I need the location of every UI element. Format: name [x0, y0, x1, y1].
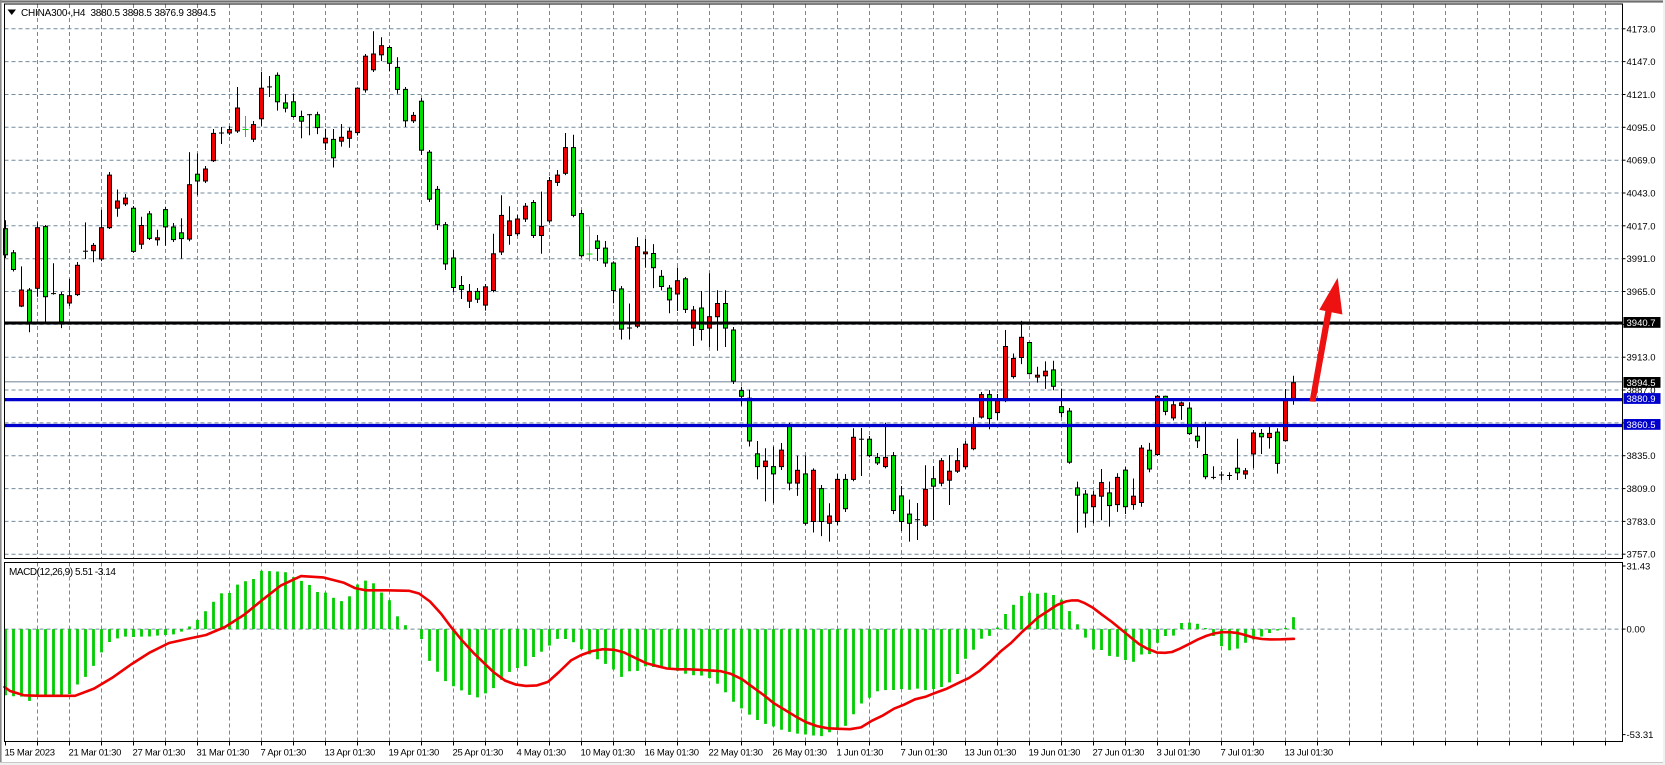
svg-text:31 Mar 01:30: 31 Mar 01:30 [197, 748, 250, 759]
svg-text:3894.5: 3894.5 [1627, 378, 1656, 389]
svg-text:31.43: 31.43 [1627, 562, 1651, 573]
svg-text:13 Jun 01:30: 13 Jun 01:30 [965, 748, 1017, 759]
svg-text:25 Apr 01:30: 25 Apr 01:30 [453, 748, 504, 759]
svg-text:4095.0: 4095.0 [1627, 123, 1656, 134]
svg-text:4017.0: 4017.0 [1627, 221, 1656, 232]
svg-text:7 Apr 01:30: 7 Apr 01:30 [261, 748, 307, 759]
svg-text:4043.0: 4043.0 [1627, 189, 1656, 200]
svg-text:13 Apr 01:30: 13 Apr 01:30 [325, 748, 376, 759]
svg-text:MACD(12,26,9) 5.51 -3.14: MACD(12,26,9) 5.51 -3.14 [9, 567, 116, 578]
svg-text:26 May 01:30: 26 May 01:30 [773, 748, 827, 759]
svg-text:3940.7: 3940.7 [1627, 318, 1656, 329]
svg-text:4173.0: 4173.0 [1627, 24, 1656, 35]
svg-text:3880.9: 3880.9 [1627, 394, 1656, 405]
svg-text:3991.0: 3991.0 [1627, 254, 1656, 265]
svg-text:27 Jun 01:30: 27 Jun 01:30 [1093, 748, 1145, 759]
svg-text:CHINA300-,H4 3880.5 3898.5 38: CHINA300-,H4 3880.5 3898.5 3876.9 3894.5 [21, 8, 216, 19]
svg-text:16 May 01:30: 16 May 01:30 [645, 748, 699, 759]
svg-text:4069.0: 4069.0 [1627, 156, 1656, 167]
svg-text:4147.0: 4147.0 [1627, 57, 1656, 68]
svg-text:3887.0: 3887.0 [1627, 386, 1656, 397]
svg-text:4 May 01:30: 4 May 01:30 [517, 748, 566, 759]
svg-text:22 May 01:30: 22 May 01:30 [709, 748, 763, 759]
svg-text:0.00: 0.00 [1627, 625, 1646, 636]
svg-text:3835.0: 3835.0 [1627, 451, 1656, 462]
svg-text:3 Jul 01:30: 3 Jul 01:30 [1157, 748, 1200, 759]
svg-text:19 Apr 01:30: 19 Apr 01:30 [389, 748, 440, 759]
svg-text:15 Mar 2023: 15 Mar 2023 [5, 748, 55, 759]
svg-text:3965.0: 3965.0 [1627, 287, 1656, 298]
svg-text:7 Jun 01:30: 7 Jun 01:30 [901, 748, 948, 759]
svg-text:27 Mar 01:30: 27 Mar 01:30 [133, 748, 186, 759]
svg-text:3809.0: 3809.0 [1627, 484, 1656, 495]
svg-text:7 Jul 01:30: 7 Jul 01:30 [1221, 748, 1264, 759]
svg-text:3757.0: 3757.0 [1627, 550, 1656, 561]
svg-text:13 Jul 01:30: 13 Jul 01:30 [1285, 748, 1333, 759]
svg-text:10 May 01:30: 10 May 01:30 [581, 748, 635, 759]
svg-text:3783.0: 3783.0 [1627, 517, 1656, 528]
svg-text:3860.5: 3860.5 [1627, 420, 1656, 431]
svg-text:19 Jun 01:30: 19 Jun 01:30 [1029, 748, 1081, 759]
svg-text:-53.31: -53.31 [1627, 730, 1654, 741]
svg-text:3913.0: 3913.0 [1627, 353, 1656, 364]
svg-text:1 Jun 01:30: 1 Jun 01:30 [837, 748, 884, 759]
svg-text:21 Mar 01:30: 21 Mar 01:30 [69, 748, 122, 759]
svg-text:4121.0: 4121.0 [1627, 90, 1656, 101]
